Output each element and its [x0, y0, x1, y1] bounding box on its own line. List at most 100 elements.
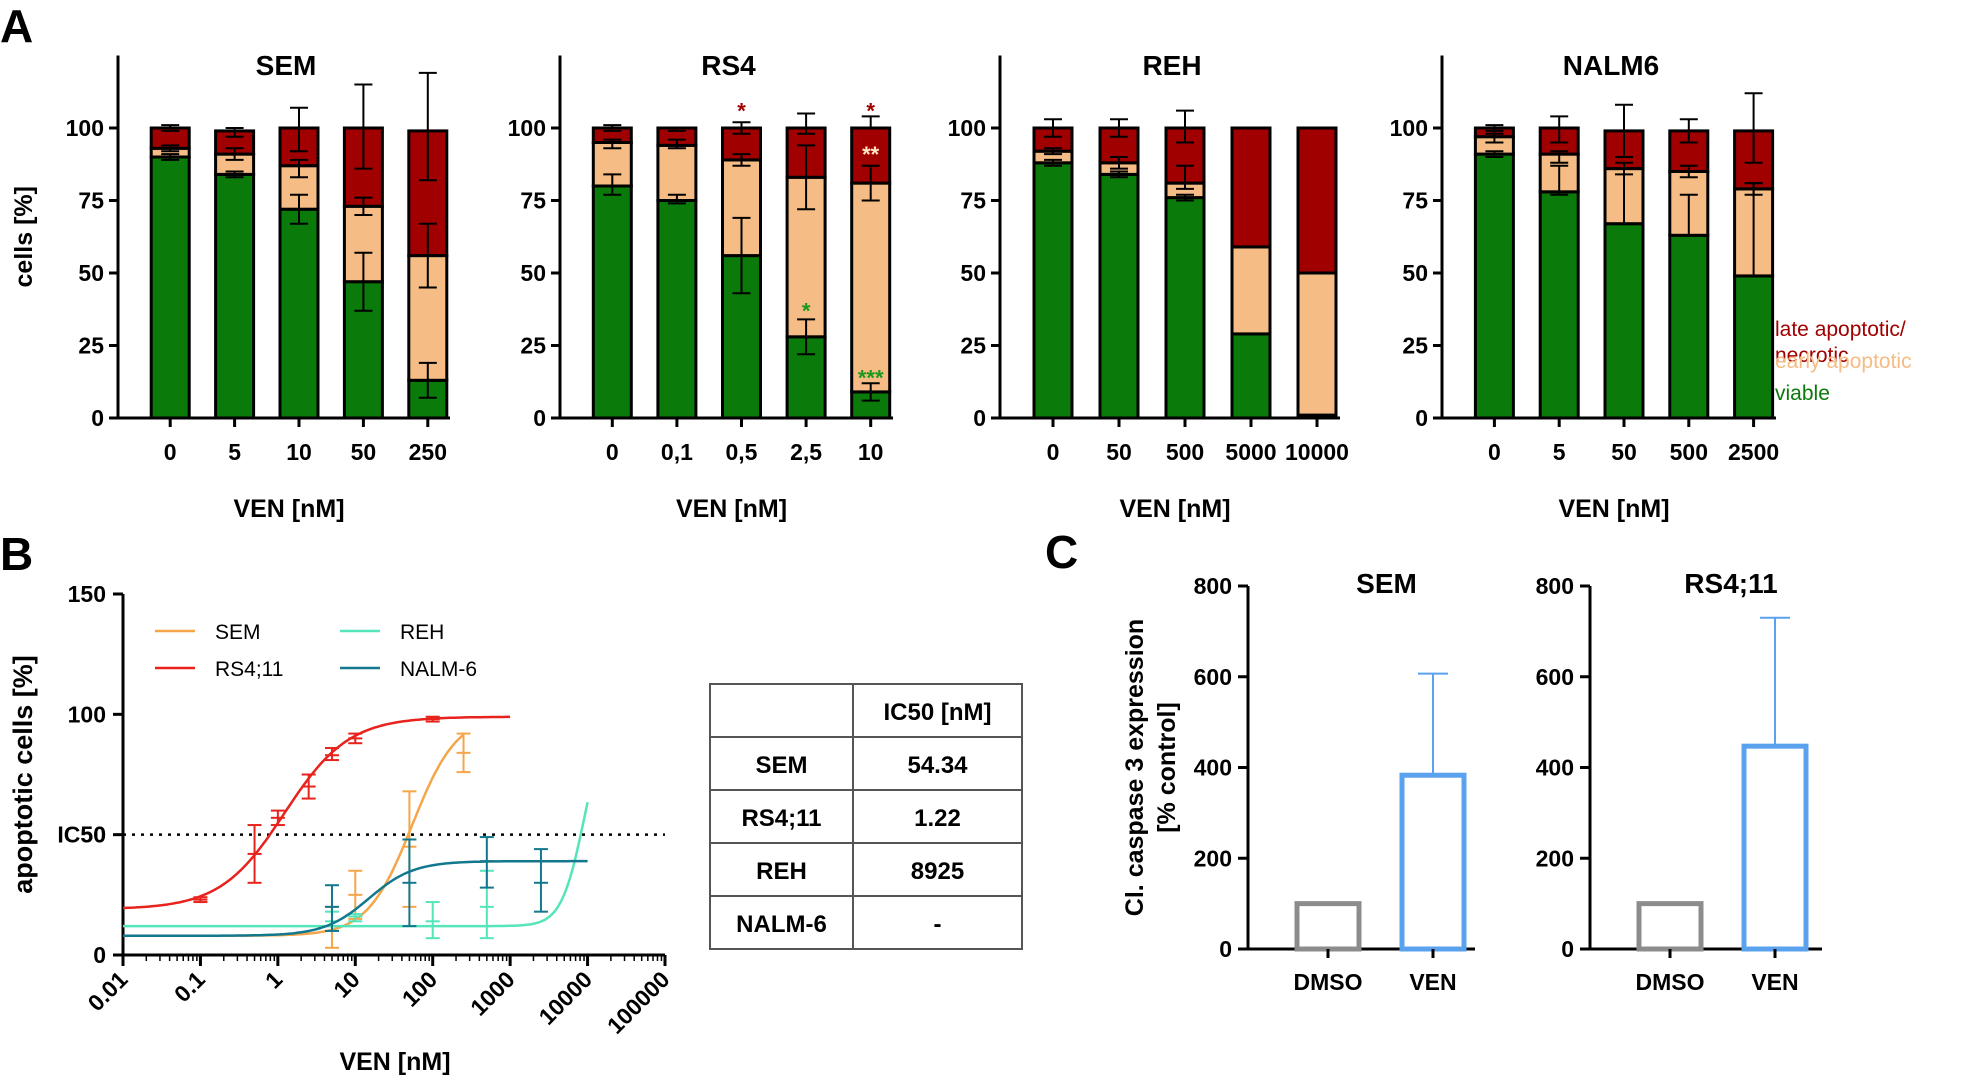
y-tick-label: 50 [520, 260, 546, 286]
legend-label-REH: REH [400, 621, 444, 644]
chart-title: RS4 [701, 50, 756, 81]
x-tick-label: 0,5 [726, 439, 758, 465]
x-tick-label: 5 [1553, 439, 1566, 465]
fit-curve-NALM-6 [123, 859, 588, 937]
fit-curve-RS4;11 [122, 715, 511, 910]
bar-segment-early [850, 181, 892, 394]
table-border [709, 683, 1023, 950]
legend-a: late apoptotic/ necrotic early apoptotic… [1775, 318, 1912, 405]
bar-segment-viable [1603, 222, 1645, 420]
significance-star: * [802, 299, 811, 324]
bar-segment-viable [1164, 196, 1206, 420]
legend-late-line2: necrotic [1775, 344, 1849, 367]
chart-title: SEM [256, 50, 317, 81]
bar-segment-viable [214, 172, 256, 420]
y-axis-label-line2: [% control] [1153, 702, 1181, 833]
legend-label-SEM: SEM [215, 621, 261, 644]
x-tick-label: 0.01 [82, 966, 132, 1016]
y-tick-label: 100 [948, 115, 986, 141]
panel-label-c: C [1045, 526, 1078, 578]
chart-nalm6-stacked: NALM6 0 25 50 75 100 VEN [nM] 0 5 50 500 2500 [1390, 50, 1780, 523]
y-tick-label: 0 [93, 942, 106, 968]
x-tick-label: 50 [1611, 439, 1637, 465]
y-tick-label: 400 [1536, 755, 1574, 781]
bar-segment-viable [1473, 152, 1515, 420]
y-tick-label: 800 [1194, 573, 1232, 599]
x-tick-label: 500 [1670, 439, 1708, 465]
table-cell-cell-line: NALM-6 [736, 911, 827, 938]
x-axis-label: VEN [nM] [339, 1048, 450, 1076]
panel-label-b: B [0, 528, 33, 580]
ic50-reference-label: IC50 [57, 822, 106, 848]
y-tick-label: 75 [520, 188, 546, 214]
x-tick-label: 50 [351, 439, 377, 465]
y-tick-label: 0 [1415, 405, 1428, 431]
x-tick-label: DMSO [1294, 969, 1363, 995]
x-tick-label: VEN [1409, 969, 1456, 995]
significance-star: * [866, 99, 875, 124]
y-tick-label: 50 [80, 822, 106, 848]
ic50-table: IC50 [nM] SEM 54.34 RS4;11 1.22 REH 8925 NALM-6… [709, 683, 1023, 950]
y-axis-label-line1: Cl. caspase 3 expression [1121, 619, 1149, 916]
y-tick-label: 100 [508, 115, 546, 141]
x-tick-label: 5000 [1225, 439, 1276, 465]
x-axis-label: VEN [nM] [1558, 495, 1669, 523]
bar-segment-early [656, 143, 698, 202]
chart-caspase-sem: SEM 0 200 400 600 800 Cl. caspase 3 expression… [1121, 568, 1475, 995]
bar-segment-early [1230, 245, 1272, 336]
x-tick-label: 10 [286, 439, 312, 465]
x-tick-label: 2500 [1728, 439, 1779, 465]
y-tick-label: 0 [973, 405, 986, 431]
table-cell-cell-line: REH [756, 858, 807, 885]
y-tick-label: 600 [1536, 664, 1574, 690]
x-tick-label: 100 [397, 966, 443, 1012]
bar-segment-viable [278, 207, 320, 420]
y-tick-label: 75 [960, 188, 986, 214]
y-tick-label: 200 [1536, 845, 1574, 871]
y-tick-label: 0 [1561, 936, 1574, 962]
legend-label-NALM-6: NALM-6 [400, 658, 477, 681]
chart-sem-stacked: SEM 0 25 50 75 100 cells [%] VEN [nM] 0 5 10 50 250 [10, 50, 450, 523]
y-tick-label: 100 [68, 701, 106, 727]
x-tick-label: 1 [260, 966, 288, 994]
chart-caspase-rs411: RS4;11 0 200 400 600 800 DMSO VEN [1536, 568, 1822, 995]
table-cell-ic50: - [934, 911, 942, 938]
y-tick-label: 100 [1390, 115, 1428, 141]
y-tick-label: 600 [1194, 664, 1232, 690]
bar-segment-late [1230, 126, 1272, 249]
x-tick-label: 50 [1106, 439, 1132, 465]
y-axis-label: cells [%] [10, 186, 38, 287]
bar-segment-viable [149, 155, 191, 420]
y-tick-label: 50 [1402, 260, 1428, 286]
y-tick-label: 75 [78, 188, 104, 214]
x-tick-label: 0 [606, 439, 619, 465]
y-tick-label: 50 [960, 260, 986, 286]
x-axis-label: VEN [nM] [676, 495, 787, 523]
x-tick-label: 10000 [1285, 439, 1349, 465]
bar-VEN [1399, 772, 1467, 952]
x-tick-label: 250 [409, 439, 447, 465]
y-tick-label: 25 [960, 333, 986, 359]
fit-curve-REH [123, 802, 589, 928]
y-tick-label: 25 [78, 333, 104, 359]
chart-dose-response: 0 50 100 150 0.01 0.1 1 10 100 1000 10000 100000 VEN… [8, 581, 675, 1076]
significance-star: ** [862, 142, 880, 167]
chart-title: NALM6 [1563, 50, 1659, 81]
table-header: IC50 [nM] [884, 699, 992, 726]
significance-star: * [737, 99, 746, 124]
bar-DMSO [1636, 901, 1704, 952]
significance-star: *** [858, 365, 884, 390]
table-cell-ic50: 1.22 [914, 805, 961, 832]
y-tick-label: 0 [533, 405, 546, 431]
x-tick-label: VEN [1751, 969, 1798, 995]
x-axis-label: VEN [nM] [1119, 495, 1230, 523]
chart-title: REH [1142, 50, 1201, 81]
panel-label-a: A [0, 0, 33, 52]
y-tick-label: 0 [1219, 936, 1232, 962]
x-tick-label: 0,1 [661, 439, 693, 465]
y-tick-label: 25 [1402, 333, 1428, 359]
legend-viable: viable [1775, 382, 1830, 405]
bar-segment-viable [656, 199, 698, 420]
